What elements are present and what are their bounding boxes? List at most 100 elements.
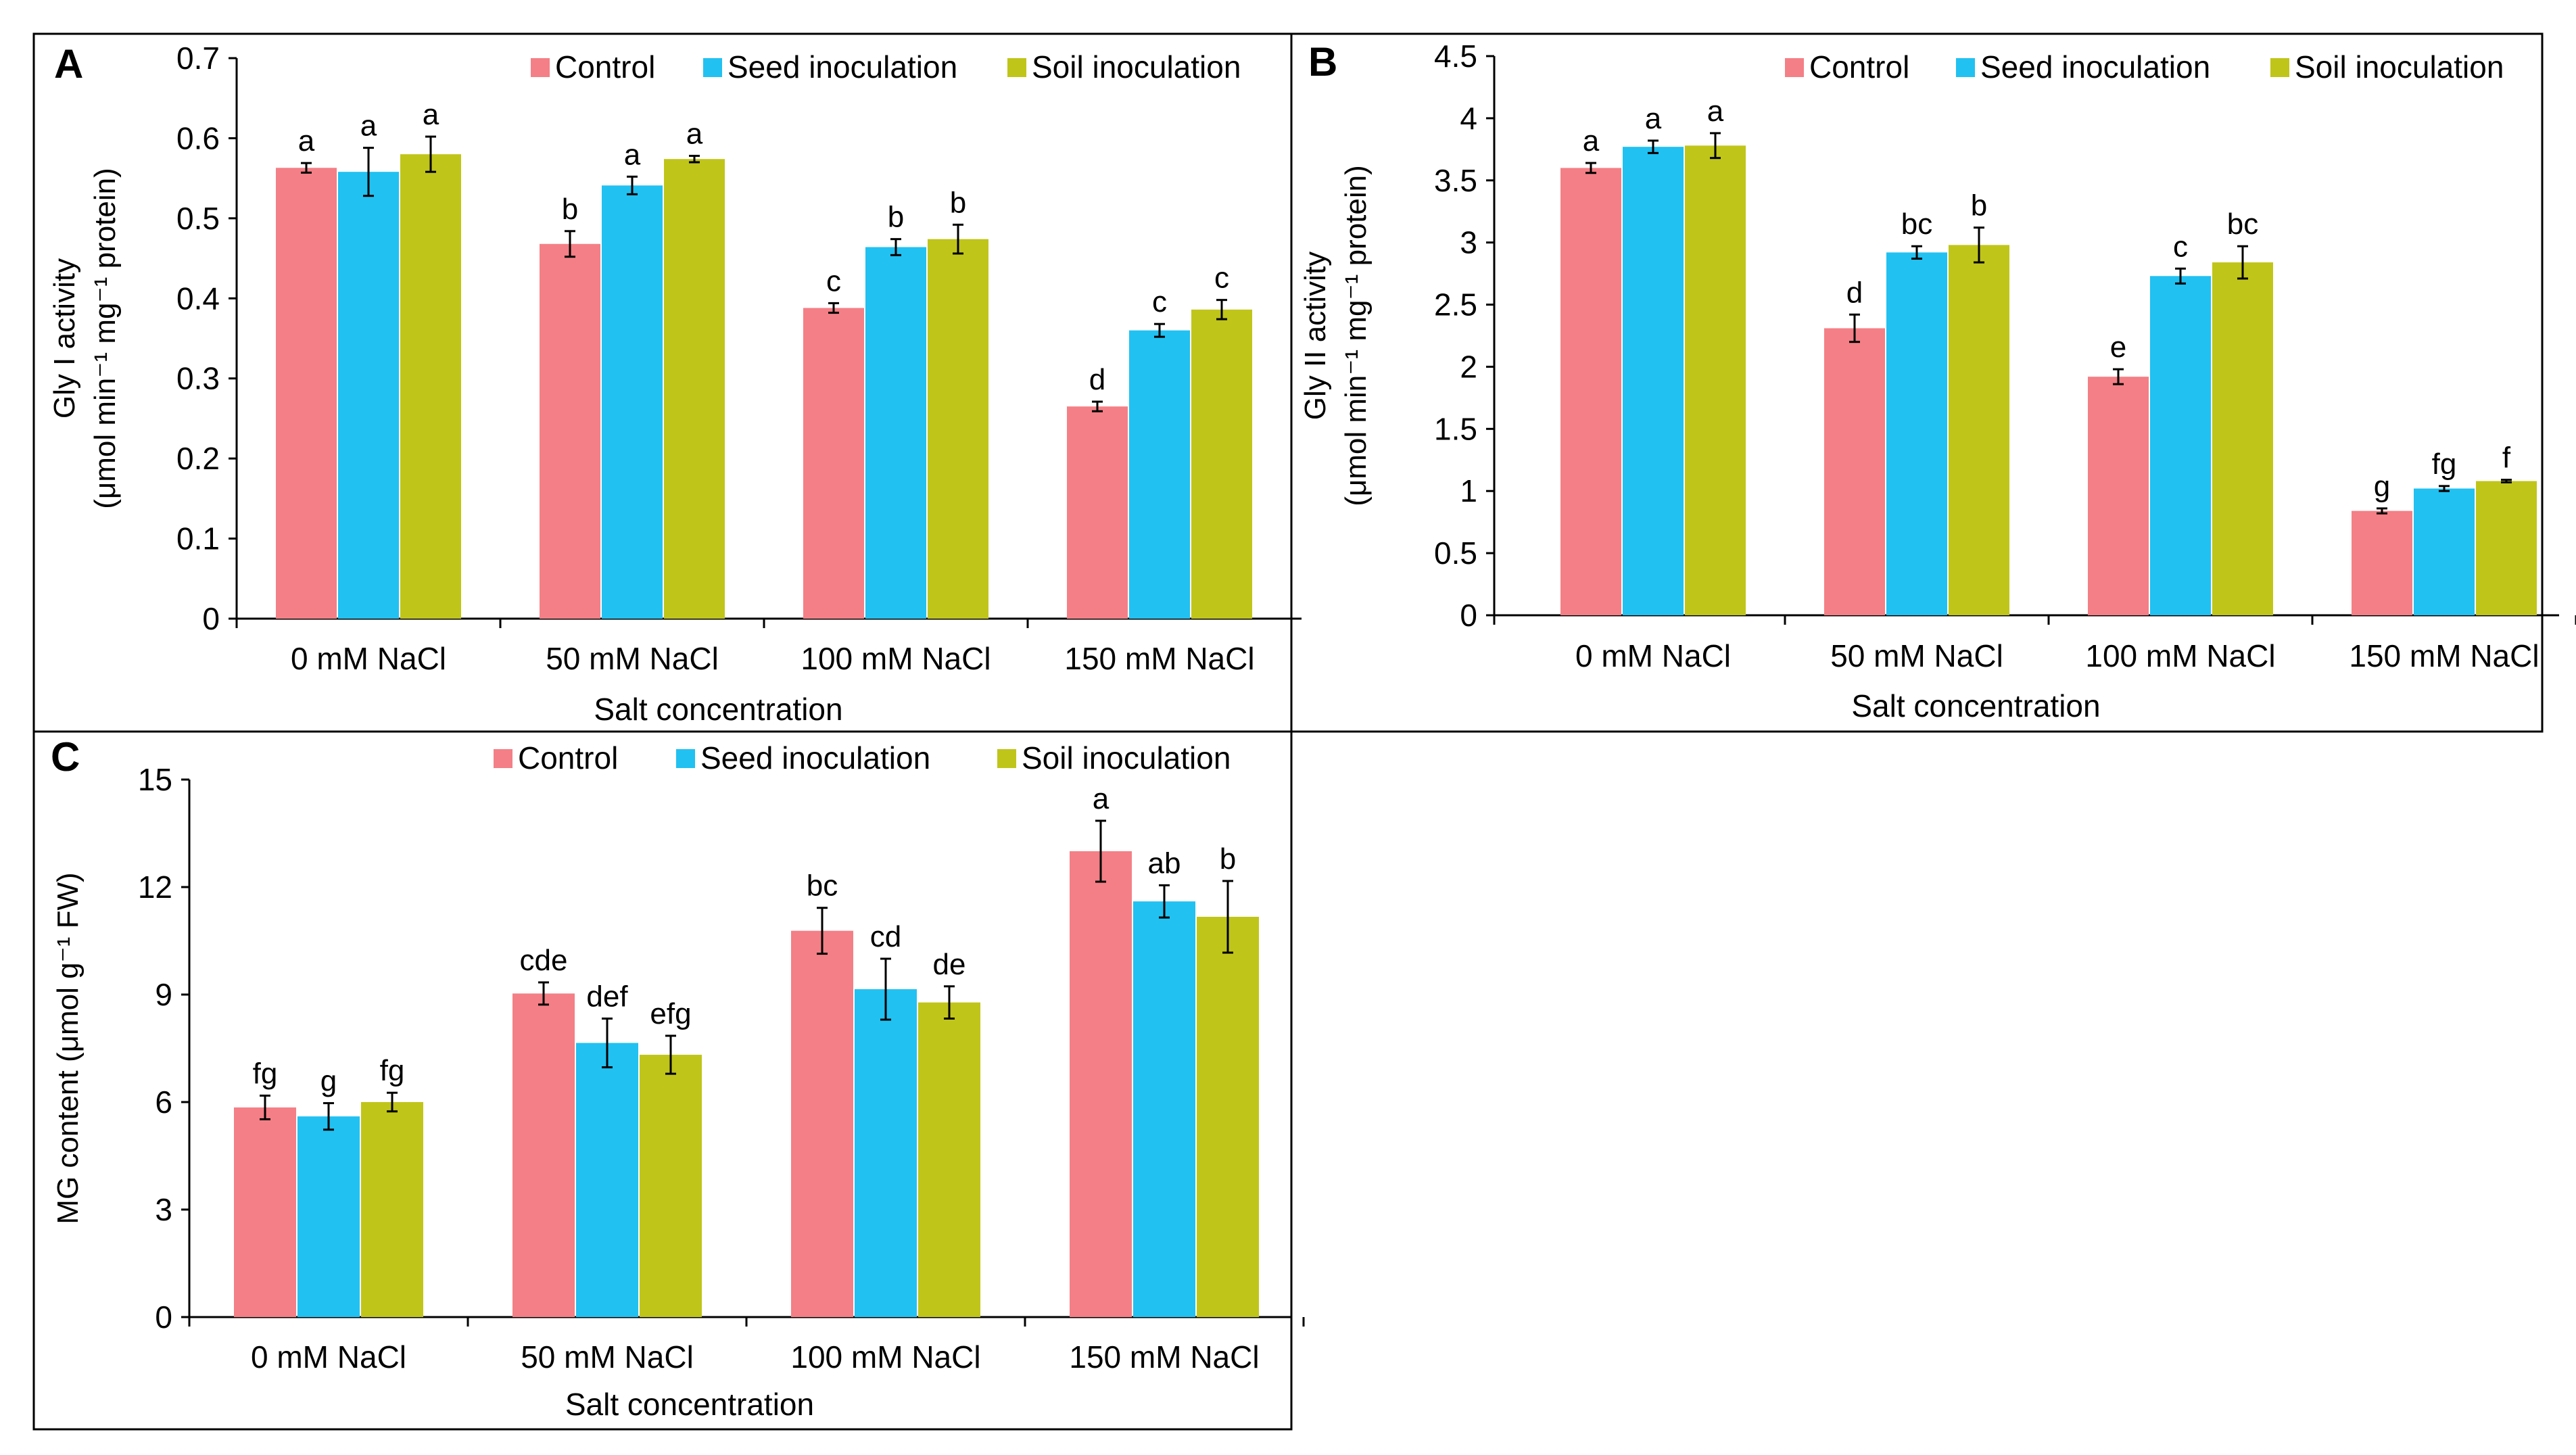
y-tick-label: 0.6 xyxy=(176,120,220,156)
bar xyxy=(297,1116,360,1317)
significance-letter: b xyxy=(1971,189,1987,222)
bar xyxy=(640,1055,702,1317)
bar xyxy=(803,308,864,619)
bar xyxy=(400,154,461,619)
legend-swatch xyxy=(1785,58,1804,77)
legend-swatch xyxy=(531,58,550,77)
panel-label: B xyxy=(1308,39,1337,85)
x-axis-title: Salt concentration xyxy=(594,692,842,727)
bar xyxy=(276,168,337,619)
legend-label: Control xyxy=(555,49,655,85)
legend-label: Control xyxy=(518,740,618,776)
x-tick-label: 150 mM NaCl xyxy=(1064,641,1254,676)
legend-label: Seed inoculation xyxy=(700,740,930,776)
legend-swatch xyxy=(2270,58,2289,77)
y-axis-title: Gly I activity xyxy=(48,258,81,419)
bar xyxy=(1129,330,1190,619)
legend-swatch xyxy=(676,749,695,768)
y-axis-title: Gly II activity xyxy=(1299,252,1332,420)
x-tick-label: 50 mM NaCl xyxy=(521,1339,694,1375)
bar xyxy=(338,172,399,619)
bar xyxy=(664,159,725,619)
significance-letter: efg xyxy=(650,997,691,1030)
significance-letter: bc xyxy=(807,869,838,903)
y-tick-label: 0.3 xyxy=(176,361,220,396)
bar xyxy=(602,185,663,619)
bar xyxy=(1070,851,1132,1317)
panels: A 0 0.1 0.2 0.3 0.4 0.5 0.6 0.7 a a a 0 mM NaCl b a a 50… xyxy=(32,32,2576,1431)
significance-letter: a xyxy=(1707,95,1724,128)
significance-letter: b xyxy=(950,186,966,219)
bar xyxy=(2212,262,2273,615)
y-tick-label: 3.5 xyxy=(1434,163,1477,198)
x-tick-label: 50 mM NaCl xyxy=(546,641,719,676)
panel-label: C xyxy=(51,734,80,780)
x-tick-label: 0 mM NaCl xyxy=(291,641,446,676)
x-tick-label: 100 mM NaCl xyxy=(801,641,991,676)
bar xyxy=(2088,377,2149,615)
bar xyxy=(361,1102,423,1317)
legend-label: Soil inoculation xyxy=(1022,740,1231,776)
y-tick-label: 1.5 xyxy=(1434,411,1477,446)
bar xyxy=(918,1002,980,1317)
y-tick-label: 2.5 xyxy=(1434,287,1477,323)
bar xyxy=(540,243,600,619)
legend-label: Soil inoculation xyxy=(1032,49,1241,85)
x-axis-title: Salt concentration xyxy=(1851,688,2100,723)
significance-letter: de xyxy=(933,948,966,981)
significance-letter: f xyxy=(2502,442,2511,475)
x-tick-label: 0 mM NaCl xyxy=(1575,638,1731,673)
y-tick-label: 0.7 xyxy=(176,41,220,76)
bar xyxy=(1824,328,1885,615)
bar xyxy=(2352,510,2412,615)
y-tick-label: 3 xyxy=(155,1192,172,1227)
chart-panel-b: B 0 0.5 1 1.5 2 2.5 3 3.5 4 4.5 a a a 0 mM NaCl d bc b 50 … xyxy=(1290,32,2576,733)
y-tick-label: 15 xyxy=(138,762,172,797)
x-axis-title: Salt concentration xyxy=(565,1387,814,1422)
significance-letter: a xyxy=(423,98,439,131)
chart-panel-a: A 0 0.1 0.2 0.3 0.4 0.5 0.6 0.7 a a a 0 mM NaCl b a a 50… xyxy=(32,32,1302,733)
y-tick-label: 0.4 xyxy=(176,281,220,316)
significance-letter: fg xyxy=(253,1057,278,1090)
legend-swatch xyxy=(703,58,722,77)
y-tick-label: 12 xyxy=(138,869,172,905)
y-axis-title-units: (μmol min⁻¹ mg⁻¹ protein) xyxy=(1339,165,1373,506)
y-tick-label: 0.1 xyxy=(176,521,220,556)
y-axis-title: MG content (μmol g⁻¹ FW) xyxy=(51,872,85,1224)
panel-label: A xyxy=(54,41,83,87)
significance-letter: a xyxy=(1583,124,1600,158)
significance-letter: fg xyxy=(380,1054,405,1087)
y-tick-label: 0.5 xyxy=(1434,535,1477,571)
legend-label: Seed inoculation xyxy=(728,49,957,85)
significance-letter: bc xyxy=(2227,208,2258,241)
bar xyxy=(865,247,926,619)
y-tick-label: 4.5 xyxy=(1434,39,1477,74)
bar xyxy=(791,930,853,1317)
bar xyxy=(1886,252,1947,615)
bar xyxy=(1623,147,1684,615)
bar xyxy=(1133,901,1195,1317)
legend-swatch xyxy=(1007,58,1026,77)
significance-letter: ab xyxy=(1148,846,1181,880)
significance-letter: g xyxy=(320,1065,337,1098)
legend-label: Soil inoculation xyxy=(2295,49,2504,85)
legend-swatch xyxy=(494,749,512,768)
x-tick-label: 100 mM NaCl xyxy=(790,1339,980,1375)
y-tick-label: 4 xyxy=(1460,101,1477,136)
significance-letter: a xyxy=(1645,102,1662,135)
y-tick-label: 9 xyxy=(155,977,172,1012)
legend-swatch xyxy=(1956,58,1975,77)
significance-letter: b xyxy=(1220,842,1236,876)
bar xyxy=(1067,406,1128,619)
significance-letter: a xyxy=(624,138,641,171)
significance-letter: a xyxy=(360,110,377,143)
significance-letter: d xyxy=(1089,363,1105,396)
y-tick-label: 1 xyxy=(1460,473,1477,508)
panel-frame xyxy=(1290,32,2544,733)
significance-letter: cd xyxy=(870,920,901,953)
x-tick-label: 0 mM NaCl xyxy=(251,1339,406,1375)
significance-letter: b xyxy=(562,193,578,226)
bar xyxy=(1191,309,1252,619)
bar xyxy=(1949,245,2009,615)
